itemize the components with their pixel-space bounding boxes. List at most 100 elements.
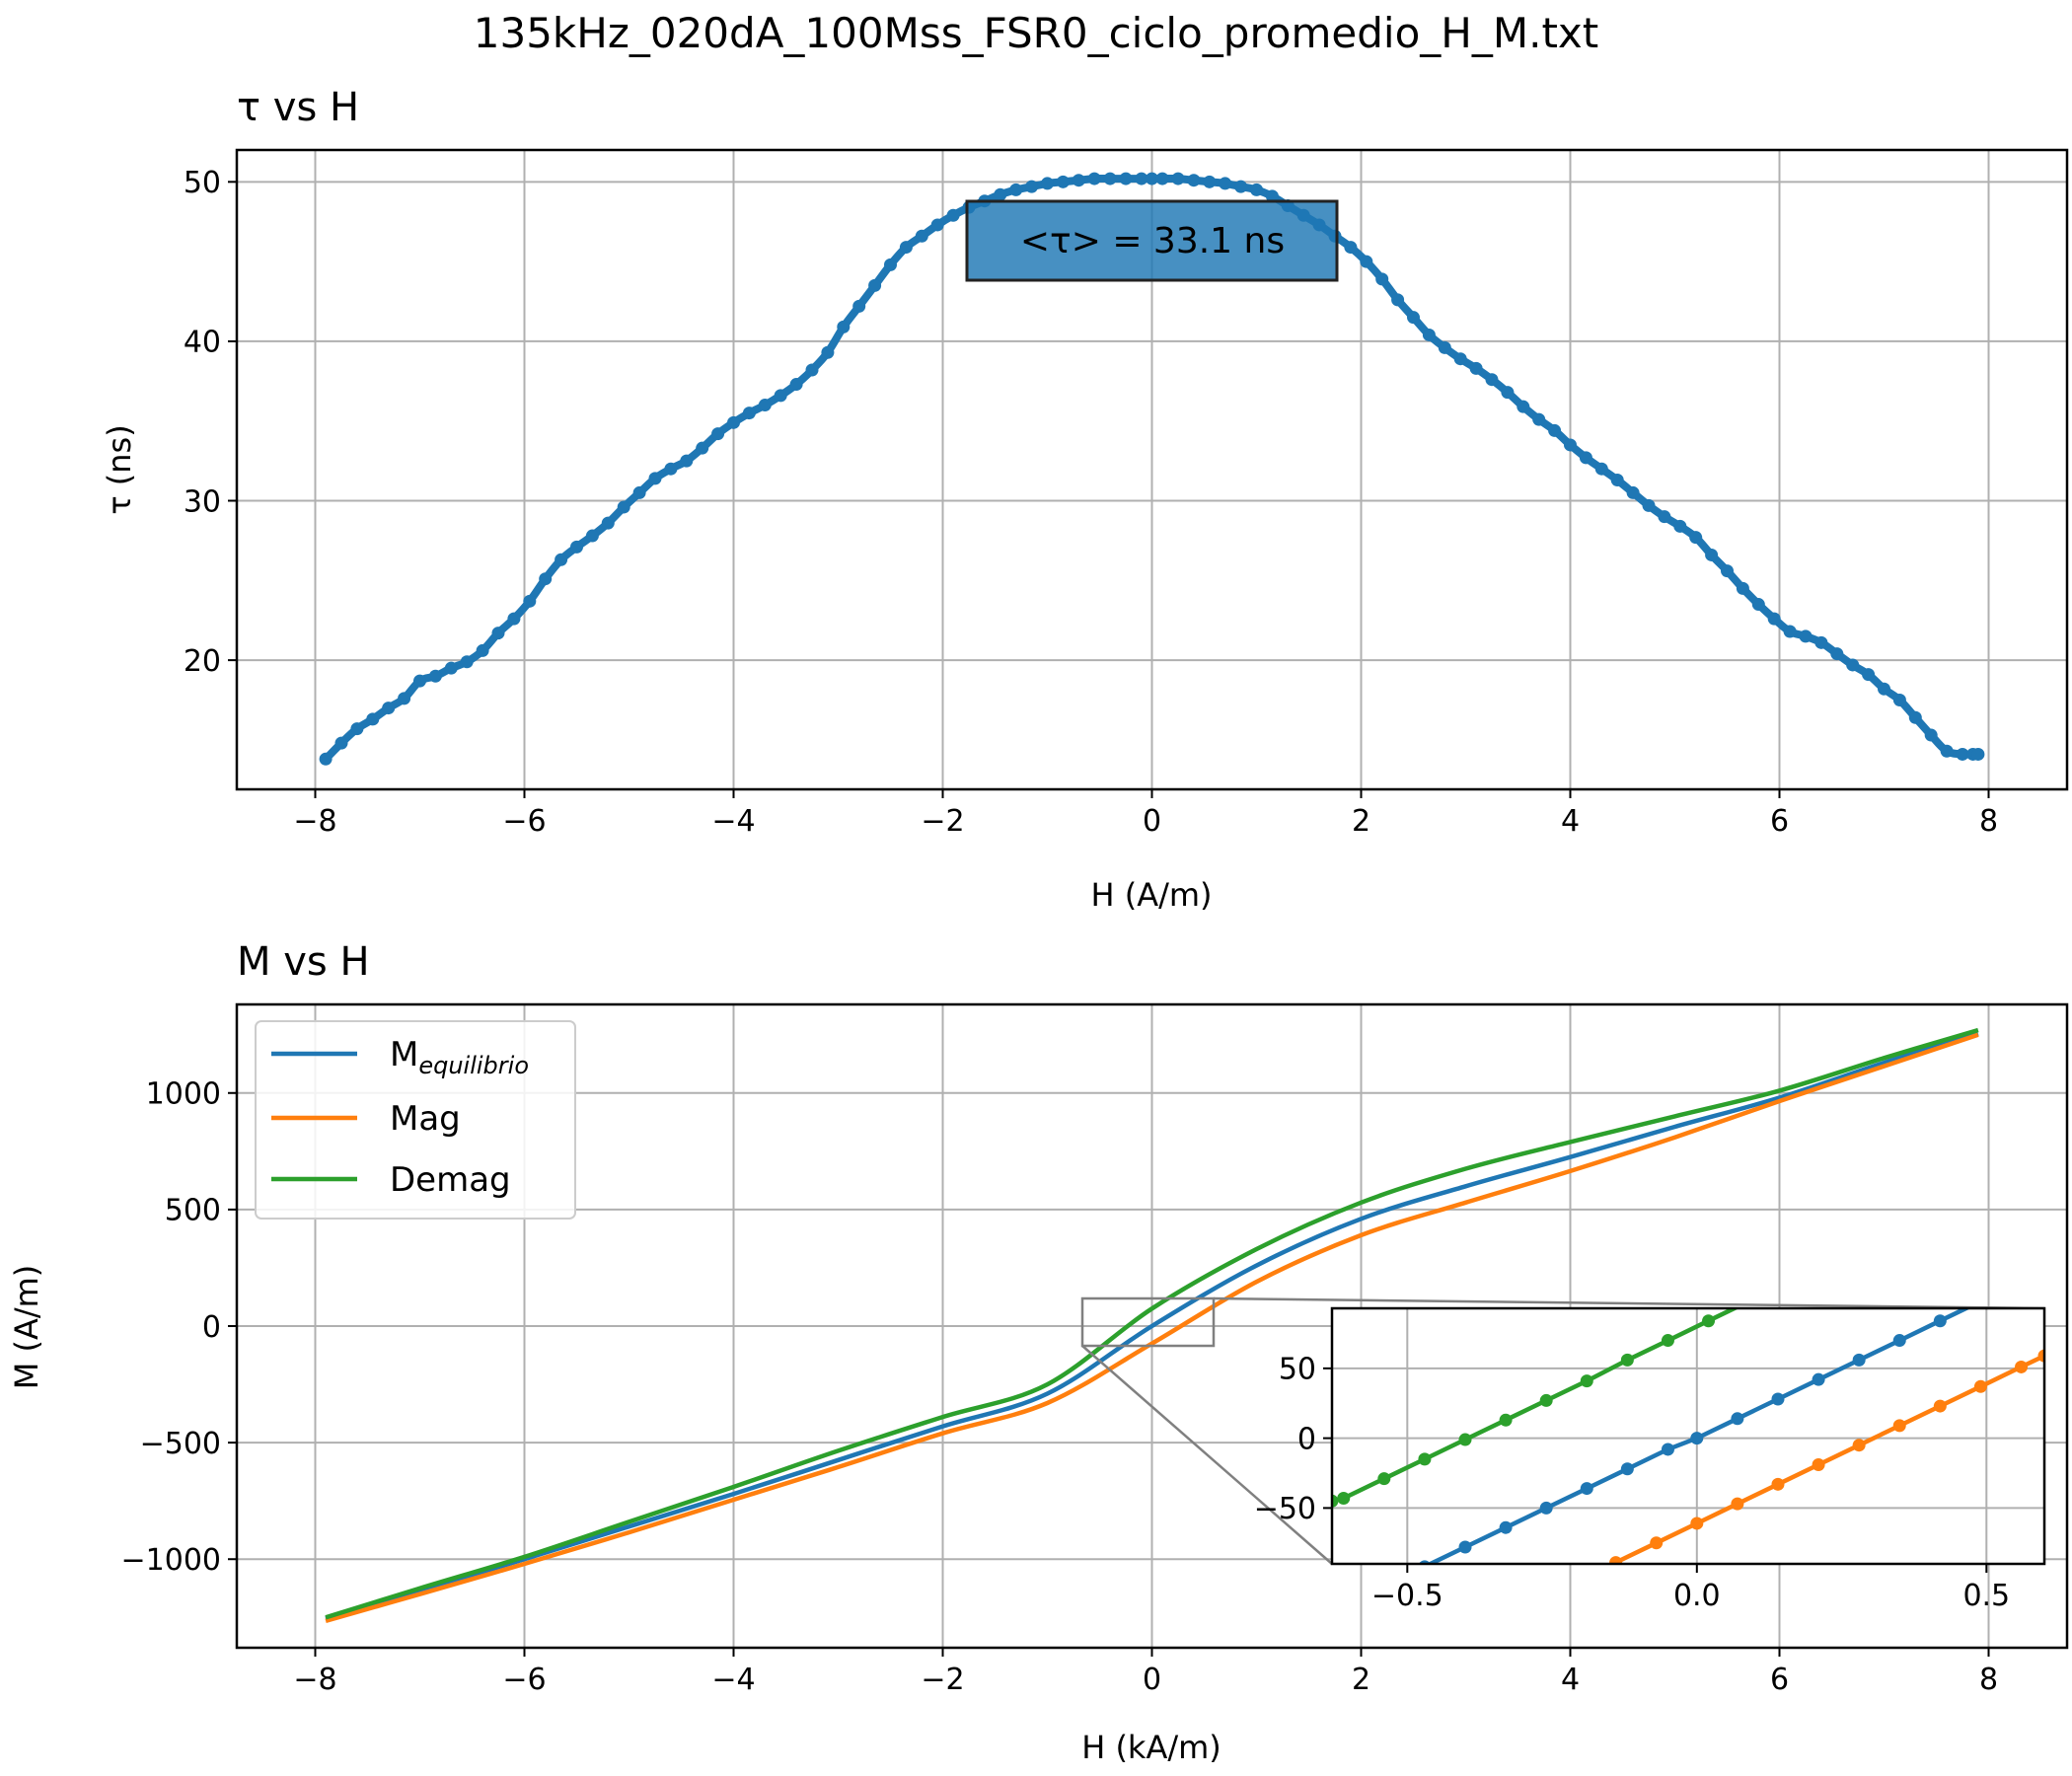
tau-data-point xyxy=(1705,548,1719,561)
tau-data-point xyxy=(1171,172,1185,185)
inset-mag-line xyxy=(1614,1354,2044,1564)
tick-label-x: 0 xyxy=(1143,804,1161,839)
tau-data-point xyxy=(1783,625,1797,638)
inset-demag-point xyxy=(1332,1494,1339,1508)
tau-data-point xyxy=(1469,361,1483,375)
demag-line xyxy=(325,1027,1979,1620)
tau-data-point xyxy=(1736,581,1749,595)
tau-data-point xyxy=(868,278,882,292)
tau-average-text: <τ> = 33.1 ns xyxy=(1020,221,1285,261)
tau-data-point xyxy=(711,427,725,441)
tau-data-point xyxy=(366,712,380,726)
tau-data-point xyxy=(570,540,583,554)
tick-label-x: −0.5 xyxy=(1371,1579,1443,1613)
inset-equilibrio-point xyxy=(1771,1392,1785,1406)
tau-data-point xyxy=(491,627,505,640)
inset-grid xyxy=(1332,1308,2044,1564)
tau-data-point xyxy=(398,692,411,705)
inset-equilibrio-point xyxy=(1539,1501,1553,1515)
tau-data-point xyxy=(1391,293,1405,307)
tau-data-point xyxy=(1103,172,1117,185)
tau-data-point xyxy=(1642,498,1656,512)
tau-data-point xyxy=(460,655,474,669)
tau-data-point xyxy=(1579,451,1592,465)
tau-data-point xyxy=(428,669,442,683)
tau-data-point xyxy=(915,229,928,243)
inset-equilibrio-point xyxy=(1933,1314,1947,1328)
inset-equilibrio-point xyxy=(1852,1353,1866,1367)
inset-demag-point xyxy=(1458,1433,1472,1446)
tau-data-point xyxy=(1135,172,1148,185)
tau-data-point xyxy=(1924,728,1938,742)
tau-data-point xyxy=(476,643,489,657)
tau-data-point xyxy=(1767,612,1781,626)
tick-label-y: 30 xyxy=(184,484,221,519)
tau-data-point xyxy=(852,299,866,313)
tau-data-point xyxy=(1485,373,1499,387)
tau-data-point xyxy=(1610,474,1624,487)
tau-data-point xyxy=(539,572,553,586)
tau-data-point xyxy=(758,399,772,412)
m-plot-ylabel: M (A/m) xyxy=(8,1265,45,1390)
tick-label-x: 8 xyxy=(1979,804,1998,839)
inset-demag-point xyxy=(1661,1334,1674,1348)
tau-data-point xyxy=(1119,172,1133,185)
inset-equilibrio-point xyxy=(1812,1372,1825,1386)
tau-data-point xyxy=(821,345,835,359)
tick-label-x: 8 xyxy=(1979,1663,1998,1697)
tau-data-point xyxy=(1087,172,1101,185)
inset-background xyxy=(1332,1308,2044,1564)
tick-label-x: −8 xyxy=(293,1663,336,1697)
tau-data-point xyxy=(727,415,740,429)
legend-label-demag: Demag xyxy=(390,1160,511,1200)
tick-label-x: 0 xyxy=(1143,1663,1161,1697)
inset-demag-point xyxy=(1702,1314,1716,1328)
inset-mag-point xyxy=(1892,1419,1906,1433)
tau-data-point xyxy=(837,320,851,333)
inset-equilibrio-point xyxy=(1892,1334,1906,1348)
legend-label-equilibrio: Mequilibrio xyxy=(390,1035,529,1079)
inset-demag-point xyxy=(1539,1393,1553,1407)
tau-data-point xyxy=(774,389,787,403)
tick-label-x: 6 xyxy=(1770,804,1789,839)
tick-label-x: −6 xyxy=(502,804,546,839)
tau-data-point xyxy=(648,472,662,485)
inset-zoom-indicator xyxy=(1080,1296,2045,1565)
tau-data-point xyxy=(1203,175,1217,188)
zoom-connector-bottom xyxy=(1081,1345,1333,1565)
tau-data-point xyxy=(1250,183,1263,196)
inset-equilibrio-point xyxy=(1690,1432,1704,1445)
tau-data-point xyxy=(1673,519,1687,533)
tau-data-point xyxy=(1407,311,1420,325)
tau-data-point xyxy=(1564,438,1577,452)
tau-data-point xyxy=(1422,328,1436,341)
inset-demag-point xyxy=(1499,1413,1513,1427)
tick-label-y: 40 xyxy=(184,326,221,360)
tick-label-x: −4 xyxy=(711,1663,755,1697)
tau-data-point xyxy=(742,407,756,420)
tick-label-y: 20 xyxy=(184,644,221,679)
legend-label-mag: Mag xyxy=(390,1099,461,1139)
tau-data-point xyxy=(1453,352,1467,366)
tau-plot-title: τ vs H xyxy=(237,85,359,130)
tau-data-point xyxy=(1025,180,1039,193)
tau-data-point xyxy=(1626,485,1640,499)
inset-demag-point xyxy=(1418,1452,1432,1466)
tau-data-point xyxy=(555,553,568,566)
zoom-region-box xyxy=(1080,1296,1216,1348)
tau-data-point xyxy=(899,241,913,255)
tick-label-x: 4 xyxy=(1561,1663,1580,1697)
tau-data-point xyxy=(696,441,709,455)
tick-label-x: −6 xyxy=(502,1663,546,1697)
tau-data-point xyxy=(585,529,599,543)
tick-label-y: 50 xyxy=(184,166,221,200)
tau-data-point xyxy=(1892,694,1906,707)
tau-data-point xyxy=(1072,174,1085,187)
inset-mag-point xyxy=(1973,1379,1987,1393)
tau-data-point xyxy=(523,594,537,608)
tau-data-point xyxy=(1146,172,1158,185)
tick-label-y: 1000 xyxy=(146,1077,221,1112)
tau-plot-ylabel: τ (ns) xyxy=(101,424,138,514)
tick-label-y: −1000 xyxy=(121,1543,221,1578)
